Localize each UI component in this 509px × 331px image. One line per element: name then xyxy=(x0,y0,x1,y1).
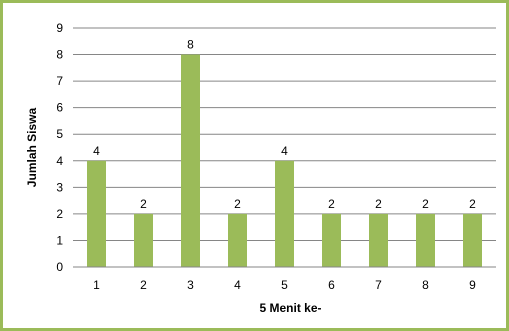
bars xyxy=(87,54,482,267)
data-label: 4 xyxy=(281,144,288,158)
bar xyxy=(228,213,247,267)
y-tick-labels: 0 1 2 3 4 5 6 7 8 9 xyxy=(56,21,63,274)
x-tick-label: 2 xyxy=(140,278,147,292)
y-tick-label: 1 xyxy=(56,233,63,247)
y-tick-label: 9 xyxy=(56,21,63,35)
x-tick-label: 8 xyxy=(422,278,429,292)
data-label: 8 xyxy=(187,38,194,52)
x-tick-label: 7 xyxy=(375,278,382,292)
data-label: 2 xyxy=(328,197,335,211)
data-label: 2 xyxy=(422,197,429,211)
data-label: 2 xyxy=(140,197,147,211)
y-tick-label: 8 xyxy=(56,48,63,62)
data-labels: 4 2 8 2 4 2 2 2 2 xyxy=(93,38,476,211)
x-axis-title: 5 Menit ke- xyxy=(259,301,321,315)
bar xyxy=(369,213,388,267)
bar xyxy=(181,54,200,267)
data-label: 4 xyxy=(93,144,100,158)
y-tick-label: 4 xyxy=(56,154,63,168)
bar xyxy=(275,160,294,267)
y-tick-label: 7 xyxy=(56,74,63,88)
x-tick-label: 1 xyxy=(93,278,100,292)
data-label: 2 xyxy=(469,197,476,211)
x-tick-label: 4 xyxy=(234,278,241,292)
y-tick-label: 5 xyxy=(56,127,63,141)
data-label: 2 xyxy=(375,197,382,211)
data-label: 2 xyxy=(234,197,241,211)
x-tick-labels: 1 2 3 4 5 6 7 8 9 xyxy=(93,278,476,292)
bar xyxy=(87,160,106,267)
bar xyxy=(416,213,435,267)
bar xyxy=(463,213,482,267)
x-tick-label: 5 xyxy=(281,278,288,292)
bar xyxy=(134,213,153,267)
x-tick-label: 6 xyxy=(328,278,335,292)
bar xyxy=(322,213,341,267)
y-tick-label: 3 xyxy=(56,180,63,194)
y-tick-label: 2 xyxy=(56,207,63,221)
x-tick-label: 9 xyxy=(469,278,476,292)
x-tick-label: 3 xyxy=(187,278,194,292)
y-tick-label: 6 xyxy=(56,101,63,115)
y-tick-label: 0 xyxy=(56,260,63,274)
y-axis-title: Jumlah Siswa xyxy=(25,107,39,187)
